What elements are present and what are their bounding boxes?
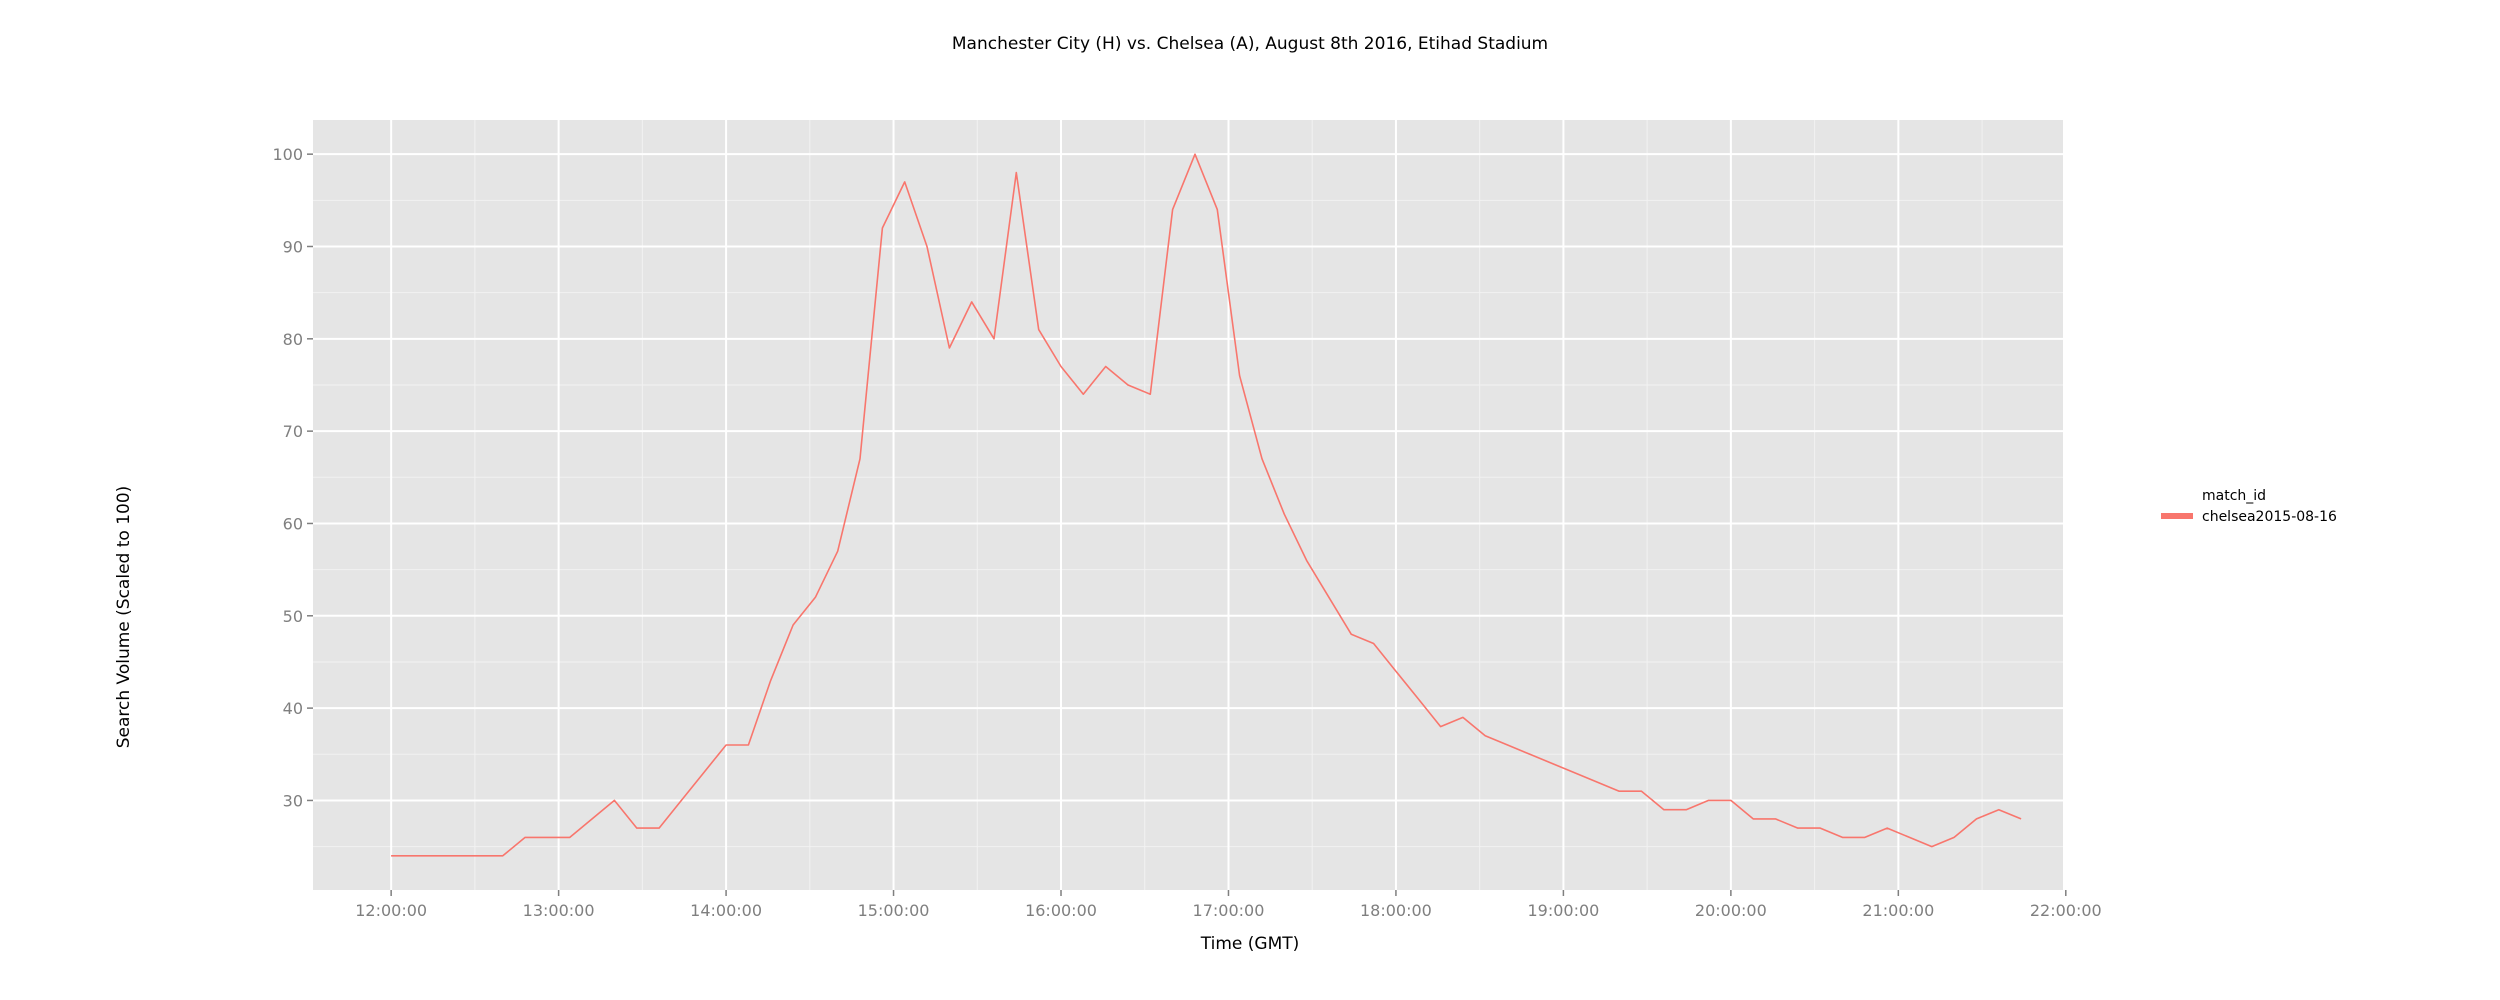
- x-tick-label: 20:00:00: [1695, 901, 1767, 920]
- y-tick-label: 80: [283, 330, 303, 349]
- legend-title: match_id: [2202, 488, 2266, 504]
- y-tick-label: 100: [272, 145, 303, 164]
- y-tick-label: 40: [283, 699, 303, 718]
- y-tick-label: 90: [283, 237, 303, 256]
- x-tick-label: 13:00:00: [523, 901, 595, 920]
- x-axis-title: Time (GMT): [1200, 934, 1300, 954]
- chart-title: Manchester City (H) vs. Chelsea (A), Aug…: [952, 34, 1548, 54]
- x-tick-label: 18:00:00: [1360, 901, 1432, 920]
- y-tick-label: 30: [283, 791, 303, 810]
- series-layer: [391, 153, 2022, 857]
- x-tick-label: 12:00:00: [355, 901, 427, 920]
- y-tick-label: 50: [283, 607, 303, 626]
- legend-label: chelsea2015-08-16: [2202, 509, 2337, 525]
- y-axis-ticks: 30 40 50 60 70 80 90 100: [272, 145, 313, 810]
- y-tick-label: 70: [283, 422, 303, 441]
- series-line: [391, 153, 2022, 857]
- x-tick-label: 22:00:00: [2030, 901, 2102, 920]
- plot-panel: [313, 120, 2063, 890]
- minor-gridlines: [313, 120, 2063, 890]
- x-tick-label: 17:00:00: [1193, 901, 1265, 920]
- x-tick-label: 21:00:00: [1862, 901, 1934, 920]
- legend: match_id chelsea2015-08-16: [2161, 488, 2337, 525]
- y-axis-title: Search Volume (Scaled to 100): [114, 486, 134, 749]
- x-tick-label: 15:00:00: [858, 901, 930, 920]
- x-tick-label: 19:00:00: [1527, 901, 1599, 920]
- x-axis-ticks: 12:00:00 13:00:00 14:00:00 15:00:00 16:00:00…: [355, 890, 2102, 920]
- x-tick-label: 16:00:00: [1025, 901, 1097, 920]
- x-tick-label: 14:00:00: [690, 901, 762, 920]
- major-gridlines: [313, 120, 2067, 890]
- y-tick-label: 60: [283, 514, 303, 533]
